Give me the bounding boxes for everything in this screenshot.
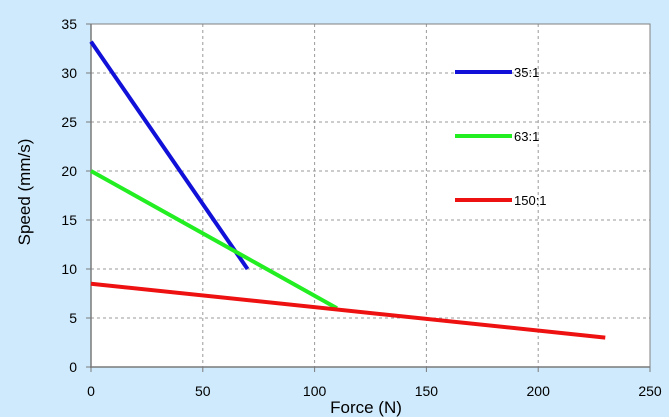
y-tick-label: 25: [61, 114, 77, 130]
x-tick-label: 150: [415, 383, 439, 399]
y-tick-label: 10: [61, 261, 77, 277]
y-tick-label: 15: [61, 212, 77, 228]
y-tick-label: 30: [61, 65, 77, 81]
tick-labels: 0 5 10 15 20 25 30 35 0 50 100 150 200 250: [61, 16, 661, 399]
series-line-35-1: [89, 40, 250, 271]
series-lines: [89, 40, 606, 340]
axes: [86, 23, 651, 372]
x-tick-label: 0: [87, 383, 95, 399]
x-axis-title: Force (N): [330, 398, 402, 417]
legend-label: 63:1: [514, 129, 539, 144]
legend: 35:1 63:1 150:1: [455, 65, 547, 208]
x-tick-label: 200: [527, 383, 551, 399]
x-tick-label: 50: [195, 383, 211, 399]
x-tick-label: 250: [638, 383, 662, 399]
y-axis-title: Speed (mm/s): [15, 139, 34, 246]
y-tick-label: 35: [61, 16, 77, 32]
plot-area: [91, 24, 650, 367]
y-tick-label: 5: [69, 310, 77, 326]
legend-label: 35:1: [514, 65, 539, 80]
series-line-63-1: [90, 169, 338, 310]
series-line-150-1: [90, 281, 606, 340]
x-tick-label: 100: [303, 383, 327, 399]
y-tick-label: 20: [61, 163, 77, 179]
legend-label: 150:1: [514, 193, 547, 208]
y-tick-label: 0: [69, 359, 77, 375]
